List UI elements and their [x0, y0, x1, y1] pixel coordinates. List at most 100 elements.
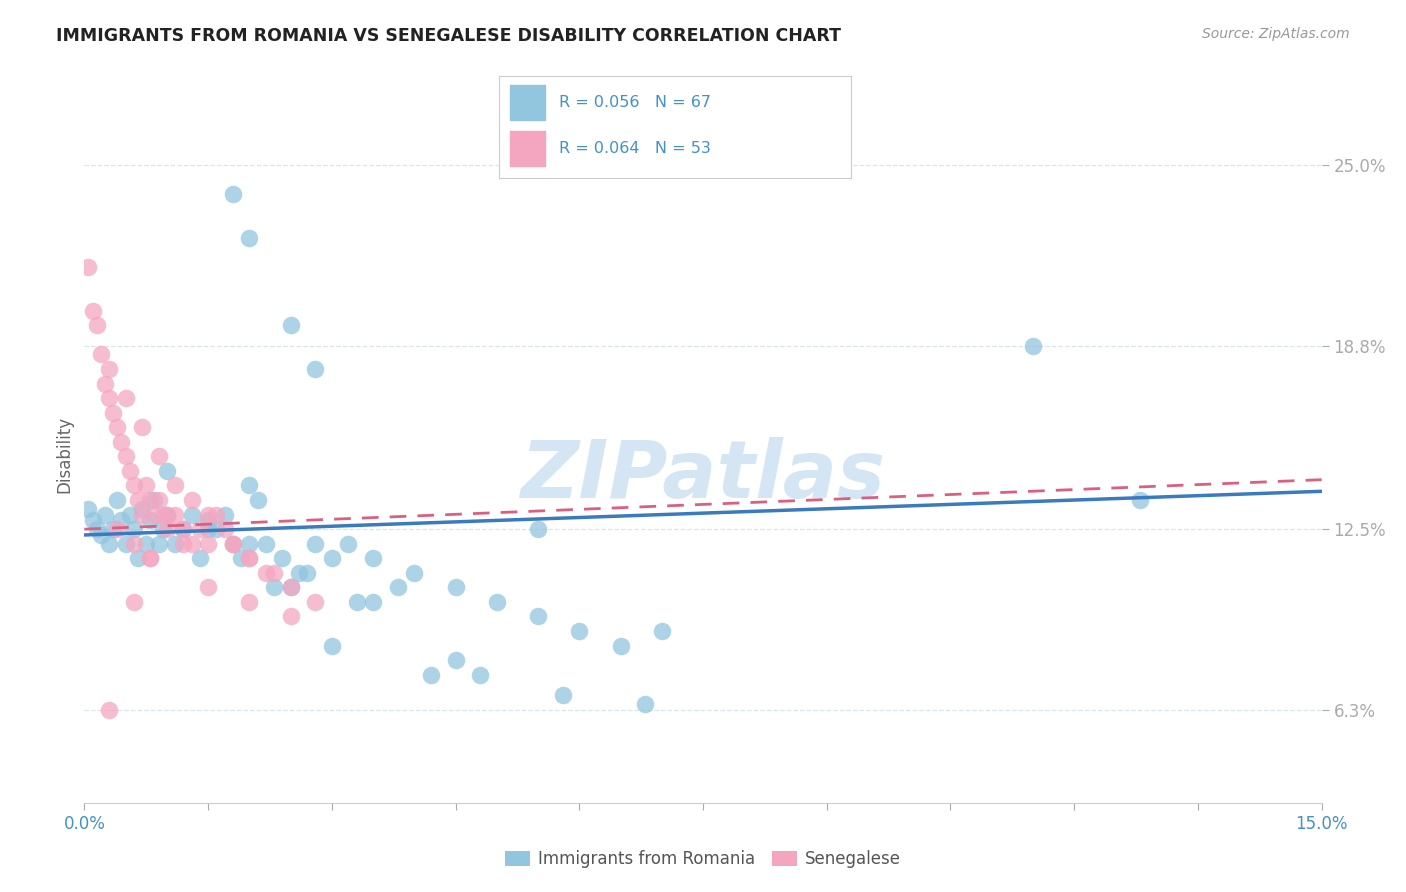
Point [263, 580, 285, 594]
Point [197, 580, 219, 594]
Point [156, 464, 179, 478]
Point [122, 522, 145, 536]
Point [98, 362, 121, 376]
Point [188, 551, 211, 566]
Point [105, 522, 128, 536]
Point [304, 362, 326, 376]
Point [131, 508, 153, 522]
Point [551, 688, 574, 702]
Point [280, 318, 302, 333]
Point [188, 522, 211, 536]
Point [229, 551, 252, 566]
Point [152, 508, 174, 522]
Point [222, 537, 245, 551]
Point [634, 697, 657, 711]
Point [180, 493, 202, 508]
Point [321, 639, 343, 653]
Point [361, 551, 384, 566]
Point [165, 537, 187, 551]
Point [172, 522, 194, 536]
Point [1129, 493, 1152, 508]
Point [82, 513, 104, 527]
Legend: Immigrants from Romania, Senegalese: Immigrants from Romania, Senegalese [498, 844, 908, 875]
Text: Source: ZipAtlas.com: Source: ZipAtlas.com [1202, 27, 1350, 41]
Point [254, 566, 277, 580]
Bar [510, 131, 546, 166]
Point [110, 434, 132, 449]
Point [295, 566, 318, 580]
Point [361, 595, 384, 609]
Point [304, 595, 326, 609]
Point [197, 508, 219, 522]
Point [263, 566, 285, 580]
Text: R = 0.064   N = 53: R = 0.064 N = 53 [560, 141, 711, 156]
Text: R = 0.056   N = 67: R = 0.056 N = 67 [560, 95, 711, 110]
Point [127, 493, 149, 508]
Point [180, 537, 202, 551]
Point [135, 478, 157, 492]
Point [139, 551, 162, 566]
Point [105, 493, 128, 508]
Point [98, 391, 121, 405]
Point [197, 513, 219, 527]
Point [222, 187, 245, 202]
Point [127, 551, 149, 566]
Point [139, 493, 162, 508]
Point [86, 318, 108, 333]
Bar [510, 85, 546, 120]
Point [90, 347, 112, 361]
Point [238, 231, 260, 245]
Point [105, 420, 128, 434]
Point [118, 508, 141, 522]
Point [148, 450, 170, 464]
Point [280, 580, 302, 594]
Point [114, 537, 136, 551]
Point [143, 508, 166, 522]
Point [280, 580, 302, 594]
Point [205, 508, 228, 522]
Point [404, 566, 426, 580]
Point [98, 537, 121, 551]
Point [222, 537, 245, 551]
Point [254, 537, 277, 551]
Point [156, 508, 179, 522]
Point [139, 513, 162, 527]
Point [246, 493, 269, 508]
Point [222, 537, 245, 551]
Point [180, 508, 202, 522]
Point [103, 522, 125, 536]
Point [122, 478, 145, 492]
Point [103, 406, 125, 420]
Point [172, 537, 194, 551]
Point [152, 522, 174, 536]
Point [114, 450, 136, 464]
Point [118, 464, 141, 478]
Point [148, 493, 170, 508]
Point [131, 420, 153, 434]
Point [568, 624, 591, 638]
Point [271, 551, 294, 566]
Point [131, 501, 153, 516]
Point [214, 522, 236, 536]
Point [346, 595, 368, 609]
Point [139, 551, 162, 566]
Point [114, 391, 136, 405]
Point [238, 537, 260, 551]
Point [387, 580, 409, 594]
Point [280, 609, 302, 624]
Point [419, 667, 441, 681]
Point [82, 303, 104, 318]
Point [122, 595, 145, 609]
Point [238, 551, 260, 566]
Point [527, 609, 550, 624]
Point [609, 639, 631, 653]
Point [135, 537, 157, 551]
Point [238, 551, 260, 566]
Point [156, 508, 179, 522]
Point [205, 522, 228, 536]
Point [304, 537, 326, 551]
Point [197, 537, 219, 551]
Text: IMMIGRANTS FROM ROMANIA VS SENEGALESE DISABILITY CORRELATION CHART: IMMIGRANTS FROM ROMANIA VS SENEGALESE DI… [56, 27, 841, 45]
Point [156, 522, 179, 536]
Point [94, 376, 117, 391]
